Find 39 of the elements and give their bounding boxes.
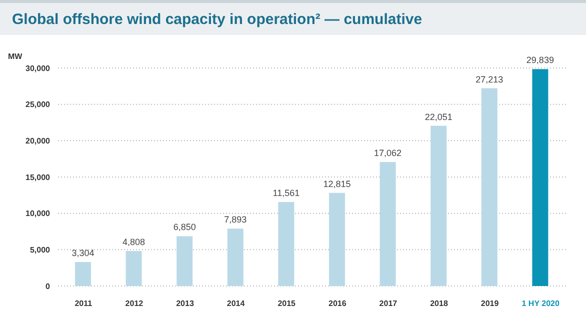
data-label: 29,839 <box>526 55 554 66</box>
bar <box>278 202 294 286</box>
y-tick-label: 0 <box>46 282 51 291</box>
data-label: 17,062 <box>374 148 402 158</box>
bar <box>329 192 345 286</box>
bar <box>126 251 142 286</box>
bar <box>532 69 548 286</box>
x-tick-label: 2019 <box>480 299 500 308</box>
data-label: 11,561 <box>272 188 300 198</box>
x-tick-label: 2015 <box>278 299 296 308</box>
data-label: 7,893 <box>224 214 247 225</box>
y-tick-label: 5,000 <box>30 246 51 255</box>
x-tick-label: 1 HY 2020 <box>522 299 560 308</box>
data-label: 22,051 <box>424 112 452 122</box>
bar <box>227 228 244 286</box>
y-axis-title: MW <box>8 52 22 61</box>
data-label: 3,304 <box>72 248 94 258</box>
bar <box>430 126 447 286</box>
y-tick-label: 30,000 <box>26 64 51 73</box>
x-tick-label: 2017 <box>379 299 398 308</box>
data-label: 12,815 <box>323 178 351 189</box>
data-label: 6,850 <box>173 222 196 232</box>
bar <box>75 262 91 286</box>
y-tick-label: 10,000 <box>26 209 51 218</box>
bar <box>380 162 396 286</box>
x-tick-label: 2014 <box>226 299 246 308</box>
x-tick-label: 2011 <box>74 299 93 308</box>
x-tick-label: 2018 <box>430 299 448 308</box>
bar <box>481 88 498 286</box>
y-tick-label: 20,000 <box>26 136 51 146</box>
bar <box>176 236 193 286</box>
x-tick-label: 2016 <box>328 299 347 308</box>
data-label: 4,808 <box>122 237 146 248</box>
x-tick-label: 2013 <box>176 299 194 308</box>
y-tick-label: 15,000 <box>26 172 51 182</box>
chart-title: Global offshore wind capacity in operation² — cumulative <box>0 0 586 35</box>
x-tick-label: 2012 <box>125 299 144 308</box>
data-label: 27,213 <box>476 74 504 84</box>
y-tick-label: 25,000 <box>26 100 51 110</box>
